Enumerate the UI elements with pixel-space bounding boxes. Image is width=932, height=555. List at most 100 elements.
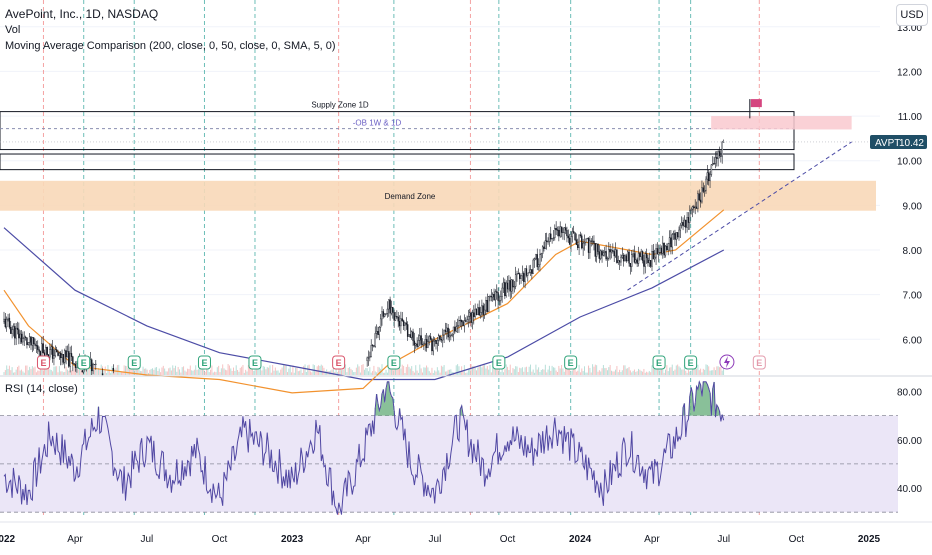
- volume-bar: [408, 366, 410, 375]
- volume-bar: [53, 366, 55, 375]
- volume-bar: [596, 365, 598, 375]
- earnings-marker: [684, 355, 698, 370]
- volume-bar: [512, 368, 514, 375]
- candle-body: [438, 335, 440, 341]
- volume-bar: [616, 366, 618, 375]
- volume-bar: [432, 372, 434, 375]
- volume-bar: [33, 367, 35, 375]
- x-tick-label: 2022: [0, 534, 16, 545]
- volume-bar: [181, 367, 183, 375]
- candle-body: [612, 250, 614, 252]
- candle-body: [632, 253, 634, 255]
- candle-body: [95, 363, 97, 365]
- volume-bar: [174, 365, 176, 375]
- volume-bar: [285, 364, 287, 375]
- volume-bar: [156, 367, 158, 375]
- volume-bar: [627, 368, 629, 375]
- volume-bar: [183, 366, 185, 375]
- candle-body: [408, 334, 410, 337]
- candle-body: [61, 354, 63, 359]
- volume-bar: [292, 365, 294, 375]
- candle-body: [458, 320, 460, 326]
- volume-bar: [207, 367, 209, 375]
- volume-bar: [577, 370, 579, 375]
- volume-bar: [330, 370, 332, 375]
- candle-body: [658, 252, 660, 255]
- volume-bar: [81, 371, 83, 375]
- volume-bar: [390, 369, 392, 375]
- volume-bar: [54, 366, 56, 375]
- candle-body: [366, 357, 368, 361]
- volume-bar: [296, 367, 298, 375]
- candle-body: [416, 343, 418, 347]
- volume-bar: [673, 370, 675, 375]
- volume-bar: [693, 365, 695, 375]
- volume-bar: [404, 372, 406, 375]
- volume-bar: [640, 370, 642, 375]
- volume-bar: [521, 367, 523, 375]
- candle-body: [19, 333, 21, 339]
- candle-body: [450, 335, 452, 337]
- candle-body: [471, 312, 474, 323]
- candle-body: [394, 316, 397, 321]
- candle-body: [451, 334, 453, 336]
- ob-label: -OB 1W & 1D: [353, 119, 402, 128]
- candle-body: [529, 269, 532, 273]
- earnings-marker: [127, 355, 141, 370]
- volume-bar: [173, 368, 175, 375]
- volume-bar: [523, 371, 525, 375]
- volume-bar: [597, 371, 599, 375]
- candle-body: [492, 294, 494, 298]
- volume-bar: [361, 364, 363, 375]
- candle-body: [695, 206, 698, 209]
- volume-bar: [527, 372, 529, 375]
- volume-bar: [345, 364, 347, 375]
- candle-body: [521, 273, 524, 277]
- volume-bar: [31, 366, 33, 375]
- volume-bar: [49, 369, 51, 375]
- volume-bar: [667, 371, 669, 375]
- candle-body: [552, 237, 555, 239]
- volume-bar: [386, 372, 388, 375]
- volume-bar: [440, 365, 442, 375]
- volume-bar: [179, 369, 180, 375]
- volume-bar: [228, 365, 230, 375]
- volume-bar: [513, 369, 515, 375]
- volume-bar: [490, 372, 492, 375]
- candle-body: [662, 242, 664, 254]
- volume-bar: [381, 364, 383, 375]
- volume-bar: [689, 371, 691, 375]
- candle-body: [374, 333, 376, 347]
- candle-body: [417, 340, 420, 347]
- volume-bar: [709, 370, 711, 375]
- candle-body: [647, 257, 649, 264]
- volume-bar: [193, 369, 195, 375]
- candle-body: [439, 335, 441, 340]
- volume-bar: [10, 370, 12, 375]
- rsi-pane: [0, 380, 898, 515]
- candle-body: [69, 353, 71, 367]
- candle-body: [478, 307, 480, 316]
- legend-ma: Moving Average Comparison (200, close, 0…: [5, 40, 336, 52]
- x-tick-label: Jul: [429, 534, 442, 545]
- volume-bar: [671, 364, 673, 375]
- candle-body: [681, 222, 683, 226]
- candle-body: [686, 217, 688, 228]
- volume-bar: [382, 372, 384, 375]
- volume-bar: [369, 367, 371, 375]
- volume-bar: [446, 371, 448, 375]
- volume-bar: [365, 367, 367, 375]
- candle-body: [504, 282, 506, 297]
- volume-bar: [75, 368, 77, 375]
- volume-bar: [632, 370, 634, 375]
- candle-body: [400, 318, 402, 327]
- volume-bar: [170, 370, 172, 375]
- volume-bar: [501, 365, 503, 375]
- candle-body: [710, 164, 713, 175]
- candle-body: [370, 345, 372, 357]
- earnings-marker: [752, 355, 766, 370]
- candle-body: [718, 151, 721, 157]
- currency-button[interactable]: USD: [896, 4, 928, 26]
- volume-bar: [574, 369, 576, 375]
